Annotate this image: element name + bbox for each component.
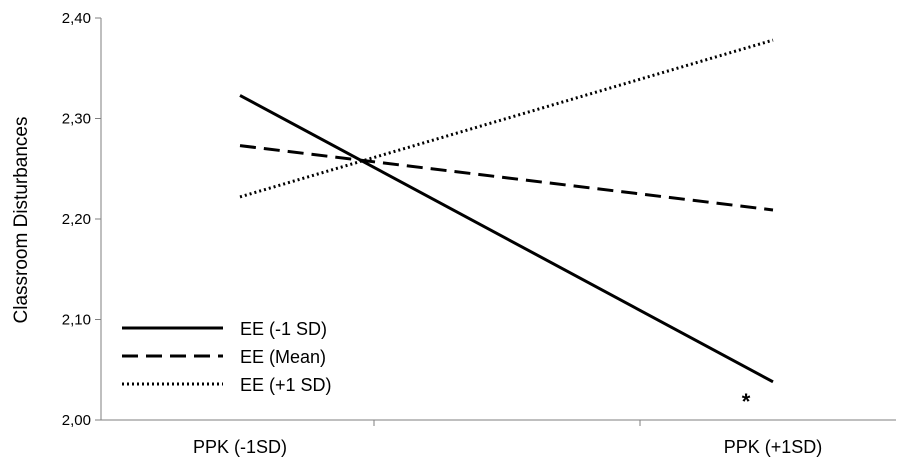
legend-label: EE (+1 SD) <box>240 375 332 395</box>
legend: EE (-1 SD) EE (Mean) EE (+1 SD) <box>122 319 332 395</box>
annotations: * <box>742 389 751 414</box>
y-tick-label: 2,10 <box>62 312 91 329</box>
legend-label: EE (Mean) <box>240 347 326 367</box>
axes <box>100 18 896 421</box>
y-tick-label: 2,20 <box>62 211 91 228</box>
series-line-3 <box>239 38 774 199</box>
y-tick-label: 2,30 <box>62 111 91 128</box>
ticks: 2,00 2,10 2,20 2,30 2,40 PPK (-1SD) PPK (+1SD) <box>62 10 822 457</box>
x-tick-label: PPK (-1SD) <box>193 437 287 457</box>
series-line-1 <box>239 94 774 384</box>
legend-label: EE (-1 SD) <box>240 319 327 339</box>
series-line-2 <box>239 144 774 212</box>
y-tick-label: 2,00 <box>62 412 91 429</box>
y-tick-label: 2,40 <box>62 10 91 27</box>
series-lines <box>239 38 774 384</box>
x-tick-label: PPK (+1SD) <box>724 437 823 457</box>
y-axis-title: Classroom Disturbances <box>11 117 32 324</box>
significance-marker: * <box>742 389 751 414</box>
